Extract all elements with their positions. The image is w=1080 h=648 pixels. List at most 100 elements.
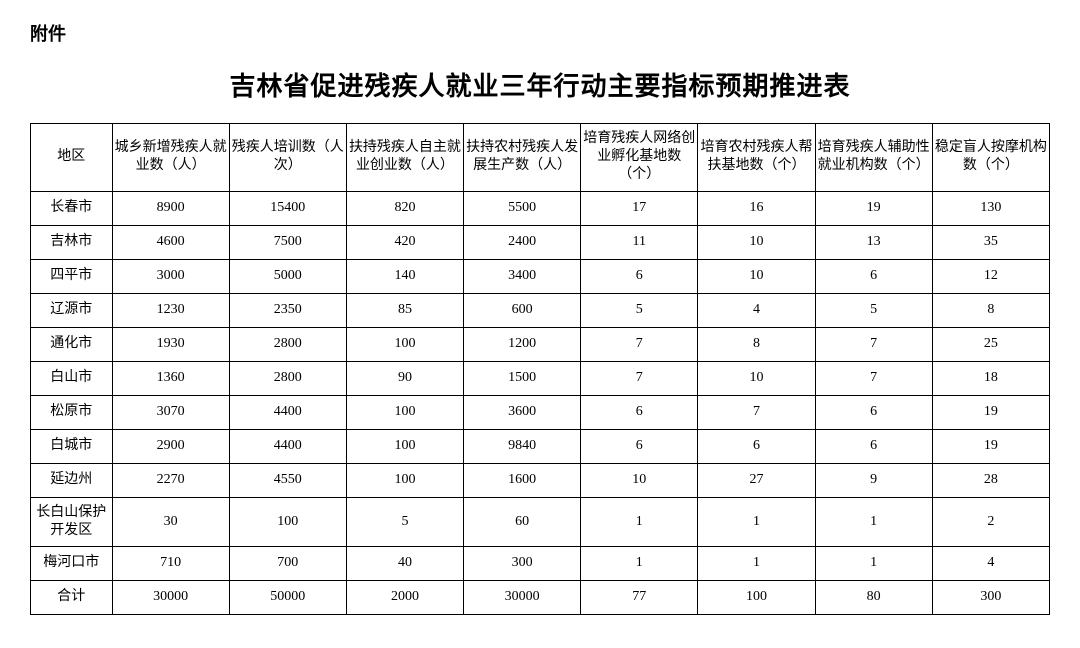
table-cell: 四平市 — [31, 259, 113, 293]
table-cell: 19 — [932, 395, 1049, 429]
table-cell: 6 — [815, 395, 932, 429]
table-cell: 1600 — [464, 463, 581, 497]
table-cell: 吉林市 — [31, 225, 113, 259]
table-header-row: 地区 城乡新增残疾人就业数（人） 残疾人培训数（人次） 扶持残疾人自主就业创业数… — [31, 124, 1050, 192]
table-cell: 2400 — [464, 225, 581, 259]
table-row: 梅河口市710700403001114 — [31, 546, 1050, 580]
table-row: 白城市29004400100984066619 — [31, 429, 1050, 463]
table-cell: 80 — [815, 580, 932, 614]
table-cell: 辽源市 — [31, 293, 113, 327]
table-cell: 12 — [932, 259, 1049, 293]
table-header-cell: 扶持残疾人自主就业创业数（人） — [346, 124, 463, 192]
table-cell: 4400 — [229, 395, 346, 429]
table-cell: 28 — [932, 463, 1049, 497]
table-cell: 2900 — [112, 429, 229, 463]
table-cell: 130 — [932, 191, 1049, 225]
table-cell: 820 — [346, 191, 463, 225]
table-cell: 600 — [464, 293, 581, 327]
table-cell: 白城市 — [31, 429, 113, 463]
table-cell: 60 — [464, 497, 581, 546]
table-cell: 11 — [581, 225, 698, 259]
table-cell: 1 — [581, 546, 698, 580]
table-cell: 6 — [581, 395, 698, 429]
table-cell: 4 — [698, 293, 815, 327]
table-header-cell: 稳定盲人按摩机构数（个） — [932, 124, 1049, 192]
table-cell: 3600 — [464, 395, 581, 429]
table-cell: 100 — [698, 580, 815, 614]
table-cell: 白山市 — [31, 361, 113, 395]
attachment-label: 附件 — [30, 20, 1050, 46]
table-cell: 100 — [346, 327, 463, 361]
table-header-cell: 培育残疾人辅助性就业机构数（个） — [815, 124, 932, 192]
table-cell: 4400 — [229, 429, 346, 463]
table-cell: 8 — [932, 293, 1049, 327]
table-cell: 5 — [346, 497, 463, 546]
table-cell: 420 — [346, 225, 463, 259]
table-cell: 19 — [815, 191, 932, 225]
table-cell: 1 — [698, 497, 815, 546]
data-table: 地区 城乡新增残疾人就业数（人） 残疾人培训数（人次） 扶持残疾人自主就业创业数… — [30, 123, 1050, 615]
table-cell: 7 — [581, 361, 698, 395]
table-cell: 710 — [112, 546, 229, 580]
table-cell: 5500 — [464, 191, 581, 225]
table-cell: 100 — [346, 463, 463, 497]
table-body: 长春市8900154008205500171619130吉林市460075004… — [31, 191, 1050, 614]
table-cell: 10 — [698, 225, 815, 259]
table-cell: 27 — [698, 463, 815, 497]
table-header-cell: 培育农村残疾人帮扶基地数（个） — [698, 124, 815, 192]
table-cell: 9 — [815, 463, 932, 497]
table-cell: 40 — [346, 546, 463, 580]
table-cell: 300 — [932, 580, 1049, 614]
table-row: 辽源市12302350856005458 — [31, 293, 1050, 327]
table-cell: 1 — [815, 497, 932, 546]
table-cell: 85 — [346, 293, 463, 327]
table-cell: 1360 — [112, 361, 229, 395]
table-cell: 18 — [932, 361, 1049, 395]
table-cell: 1500 — [464, 361, 581, 395]
table-cell: 6 — [581, 429, 698, 463]
table-row: 长春市8900154008205500171619130 — [31, 191, 1050, 225]
table-cell: 7 — [581, 327, 698, 361]
table-cell: 6 — [581, 259, 698, 293]
table-row: 四平市300050001403400610612 — [31, 259, 1050, 293]
table-row: 长白山保护开发区301005601112 — [31, 497, 1050, 546]
table-header-cell: 扶持农村残疾人发展生产数（人） — [464, 124, 581, 192]
table-cell: 7 — [815, 327, 932, 361]
table-cell: 25 — [932, 327, 1049, 361]
table-cell: 100 — [346, 395, 463, 429]
table-header-cell: 残疾人培训数（人次） — [229, 124, 346, 192]
table-cell: 30000 — [112, 580, 229, 614]
table-cell: 通化市 — [31, 327, 113, 361]
table-cell: 长白山保护开发区 — [31, 497, 113, 546]
table-cell: 50000 — [229, 580, 346, 614]
table-cell: 2000 — [346, 580, 463, 614]
table-cell: 3000 — [112, 259, 229, 293]
table-row: 合计30000500002000300007710080300 — [31, 580, 1050, 614]
table-cell: 2350 — [229, 293, 346, 327]
table-cell: 6 — [815, 429, 932, 463]
table-cell: 10 — [698, 259, 815, 293]
table-cell: 1200 — [464, 327, 581, 361]
table-cell: 1 — [581, 497, 698, 546]
table-cell: 长春市 — [31, 191, 113, 225]
main-title: 吉林省促进残疾人就业三年行动主要指标预期推进表 — [30, 66, 1050, 103]
table-cell: 2800 — [229, 361, 346, 395]
table-cell: 梅河口市 — [31, 546, 113, 580]
table-row: 吉林市46007500420240011101335 — [31, 225, 1050, 259]
table-cell: 2800 — [229, 327, 346, 361]
table-cell: 3400 — [464, 259, 581, 293]
table-header-cell: 城乡新增残疾人就业数（人） — [112, 124, 229, 192]
table-cell: 15400 — [229, 191, 346, 225]
table-header-cell: 地区 — [31, 124, 113, 192]
table-cell: 100 — [346, 429, 463, 463]
table-cell: 10 — [581, 463, 698, 497]
table-cell: 140 — [346, 259, 463, 293]
table-cell: 松原市 — [31, 395, 113, 429]
table-cell: 4600 — [112, 225, 229, 259]
table-cell: 19 — [932, 429, 1049, 463]
table-cell: 8 — [698, 327, 815, 361]
table-cell: 合计 — [31, 580, 113, 614]
table-cell: 5 — [581, 293, 698, 327]
table-cell: 10 — [698, 361, 815, 395]
table-cell: 7 — [698, 395, 815, 429]
